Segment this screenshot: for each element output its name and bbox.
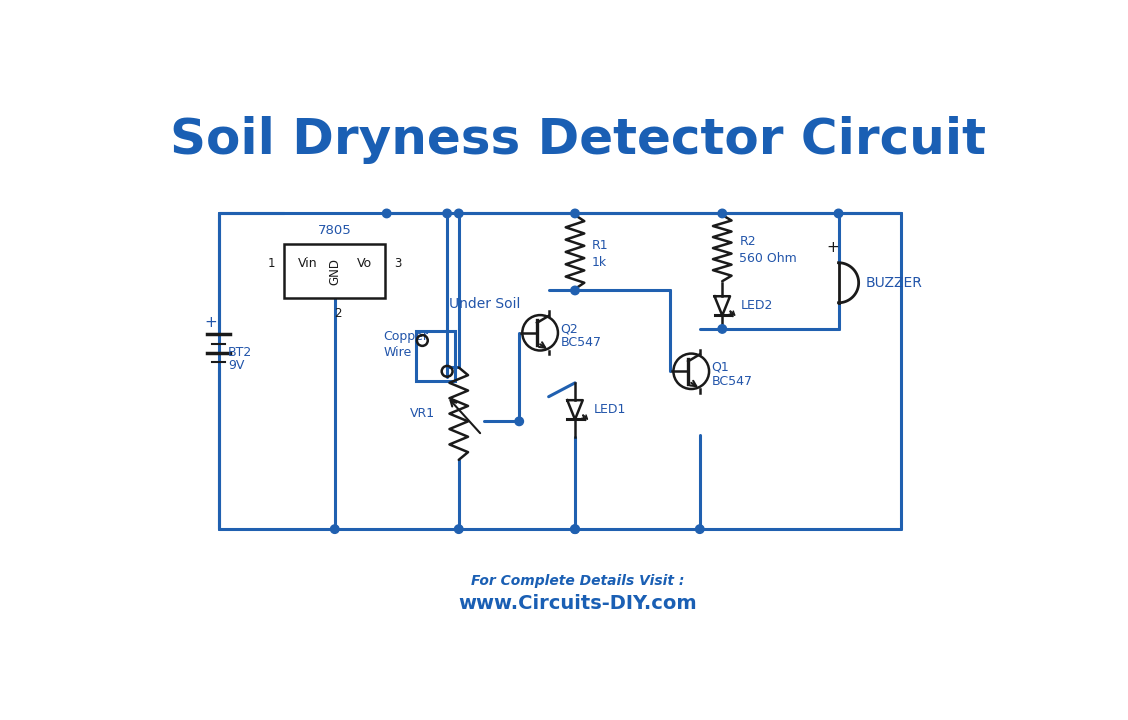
Circle shape	[382, 210, 391, 217]
Text: 1: 1	[267, 257, 275, 270]
Circle shape	[455, 210, 462, 217]
Text: 7805: 7805	[318, 223, 352, 237]
Text: +: +	[204, 315, 217, 330]
Circle shape	[515, 417, 523, 426]
Text: 2: 2	[334, 307, 342, 320]
Circle shape	[455, 525, 462, 534]
Text: For Complete Details Visit :: For Complete Details Visit :	[472, 574, 685, 588]
Text: Q2: Q2	[561, 323, 578, 336]
Text: VR1: VR1	[411, 407, 435, 420]
Text: BC547: BC547	[561, 336, 601, 349]
Text: LED1: LED1	[593, 403, 626, 416]
Circle shape	[719, 210, 726, 217]
Text: Vin: Vin	[298, 257, 317, 270]
Text: LED2: LED2	[741, 300, 773, 312]
Text: 9V: 9V	[228, 359, 244, 372]
Text: 560 Ohm: 560 Ohm	[739, 253, 797, 266]
Text: Q1: Q1	[712, 361, 729, 374]
Text: +: +	[826, 240, 839, 255]
Circle shape	[331, 525, 340, 534]
Circle shape	[571, 525, 580, 534]
Text: BT2: BT2	[228, 346, 252, 359]
Text: Vo: Vo	[356, 257, 372, 270]
Circle shape	[696, 525, 704, 534]
Text: Soil Dryness Detector Circuit: Soil Dryness Detector Circuit	[170, 116, 986, 163]
Circle shape	[571, 210, 580, 217]
Text: www.Circuits-DIY.com: www.Circuits-DIY.com	[459, 594, 697, 613]
Text: R2: R2	[739, 235, 756, 248]
Text: Copper: Copper	[384, 330, 429, 343]
Text: R1: R1	[592, 239, 609, 252]
Circle shape	[571, 525, 580, 534]
Text: BC547: BC547	[712, 375, 752, 388]
Text: BUZZER: BUZZER	[865, 276, 923, 289]
Text: 3: 3	[395, 257, 402, 270]
Circle shape	[571, 287, 580, 294]
Text: Under Soil: Under Soil	[449, 297, 520, 310]
FancyBboxPatch shape	[284, 244, 385, 298]
Circle shape	[443, 210, 451, 217]
Text: Wire: Wire	[384, 346, 412, 359]
Circle shape	[835, 210, 843, 217]
Text: 1k: 1k	[592, 256, 607, 269]
Circle shape	[719, 325, 726, 333]
Text: GND: GND	[328, 258, 342, 284]
